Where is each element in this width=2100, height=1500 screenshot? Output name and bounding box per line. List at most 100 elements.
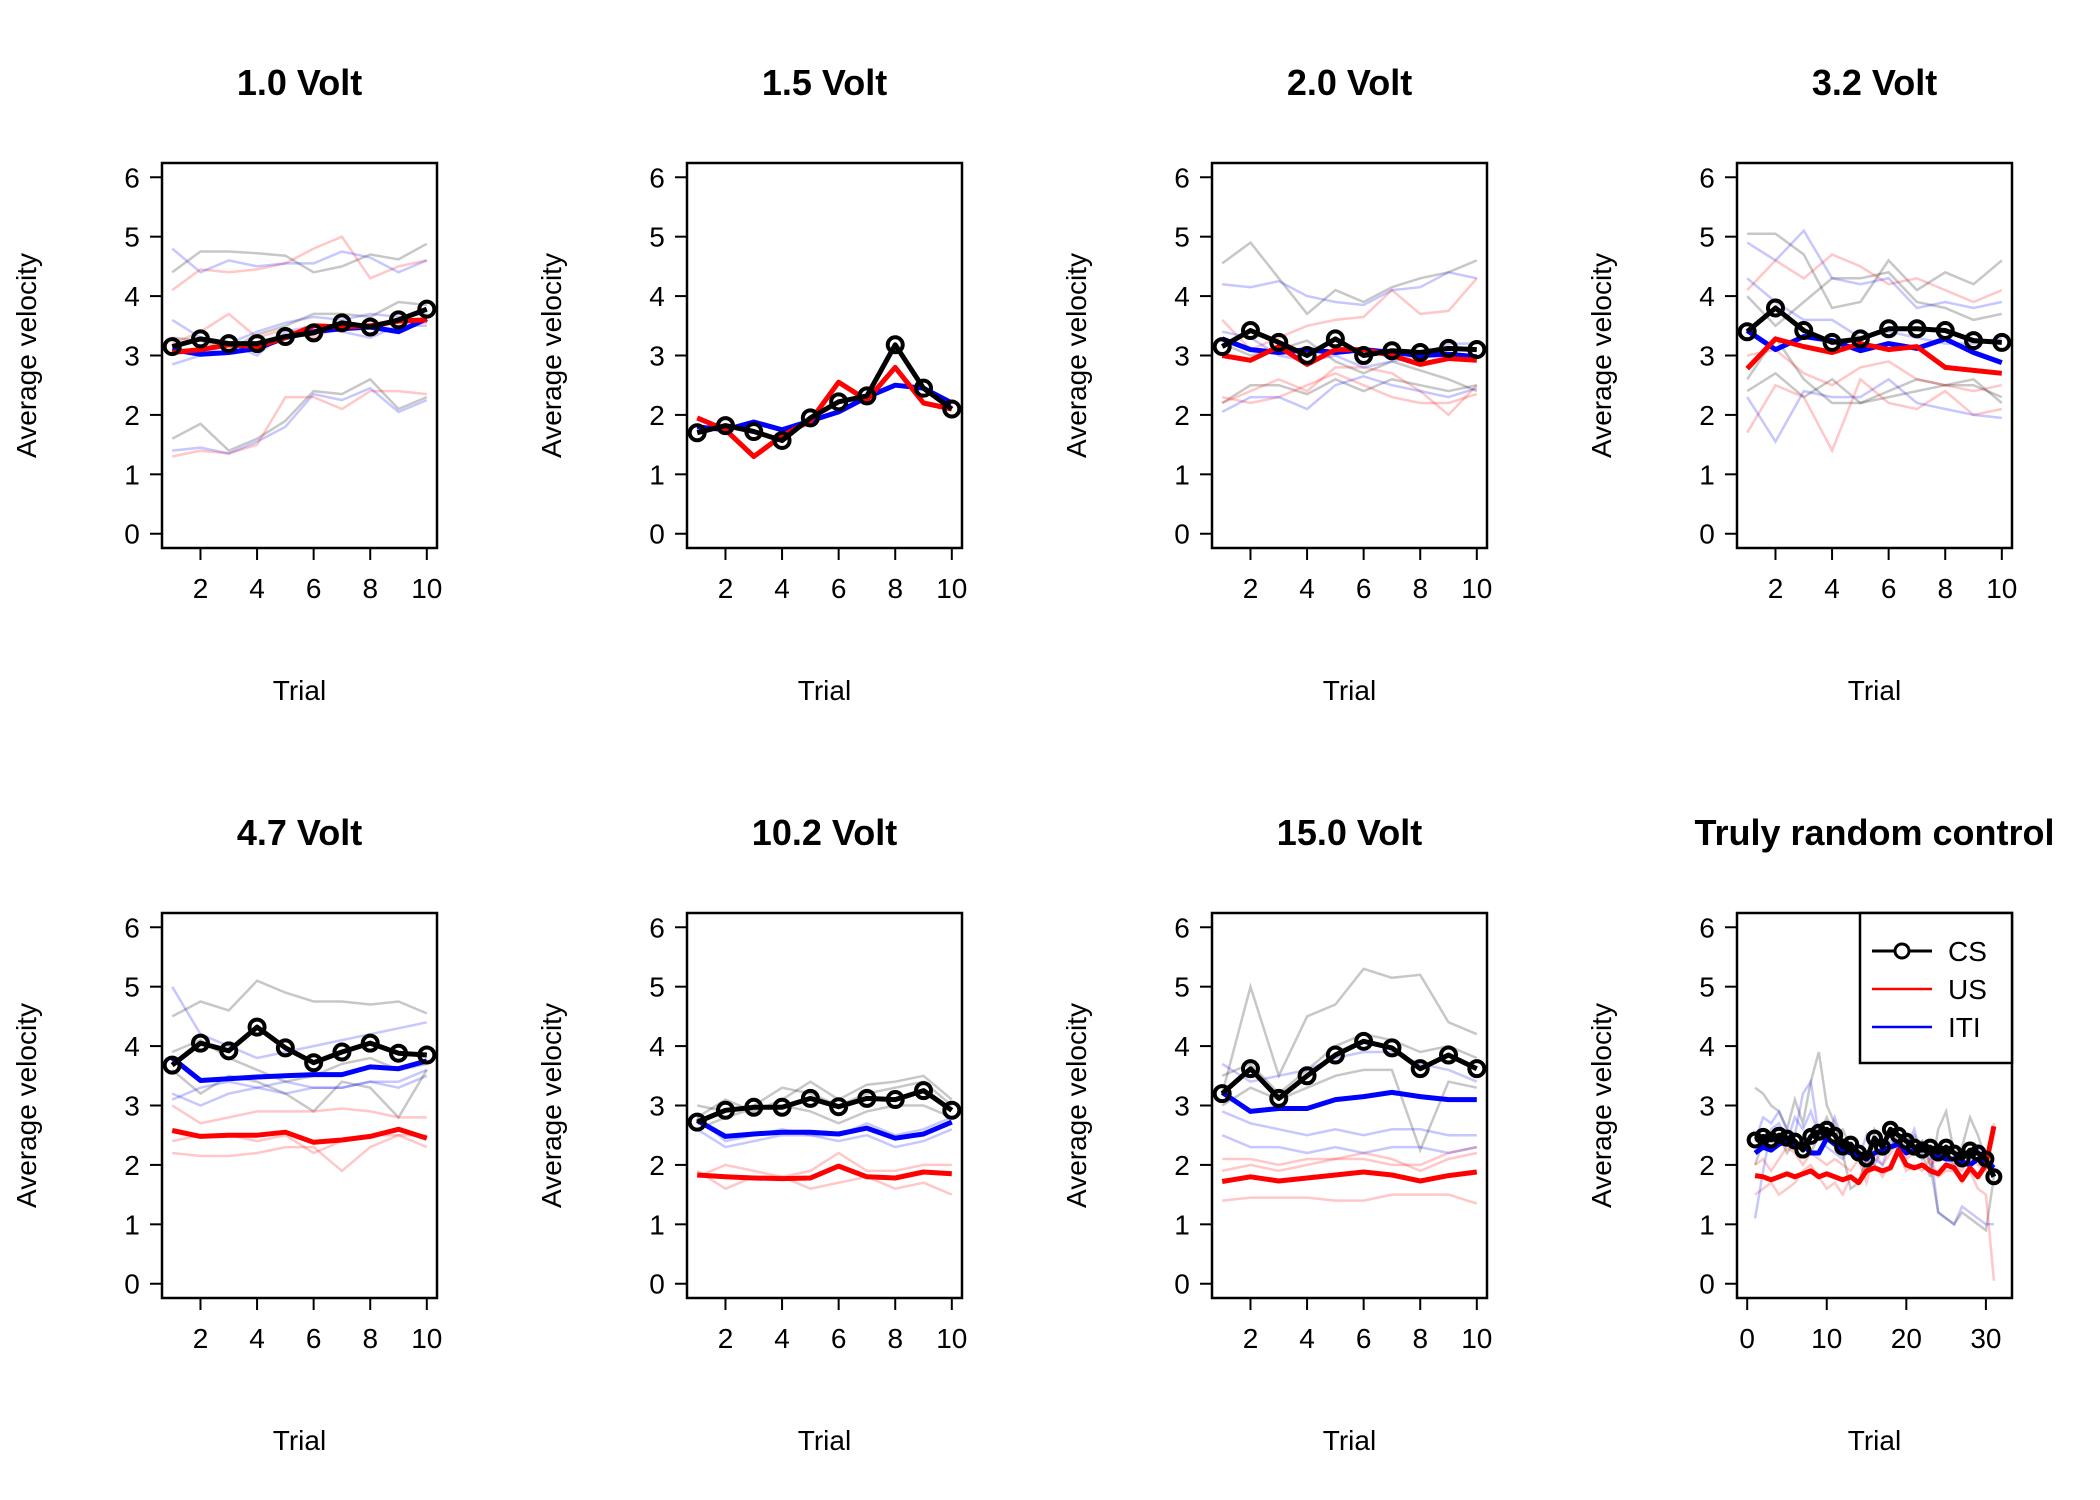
x-tick-label: 6 xyxy=(1881,573,1897,604)
x-tick-label: 2 xyxy=(1768,573,1784,604)
panel-8: Truly random control 0 1 2 3 4 5 6 0 10 20 30 Trial A… xyxy=(1586,812,2055,1456)
individual-trace-iti xyxy=(1222,270,1478,307)
panel-1: 1.0 Volt 0 1 2 3 4 5 6 2 4 6 8 10 Trial Average veloci… xyxy=(11,62,442,706)
series-line-cs xyxy=(696,342,954,443)
individual-trace-cs xyxy=(171,242,428,274)
cs-point xyxy=(1382,341,1402,361)
y-axis-label: Average velocity xyxy=(536,253,567,458)
plot-area xyxy=(1746,1051,2003,1281)
x-tick-label: 20 xyxy=(1891,1323,1922,1354)
cs-point xyxy=(1410,1059,1430,1079)
cs-point xyxy=(1410,343,1430,363)
legend-label-iti: ITI xyxy=(1948,1012,1981,1043)
cs-point xyxy=(417,299,437,319)
x-tick-label: 8 xyxy=(1937,573,1953,604)
cs-point xyxy=(772,430,792,450)
y-tick-label: 1 xyxy=(1174,459,1190,490)
cs-point xyxy=(885,335,905,355)
individual-trace-cs xyxy=(1747,232,2003,310)
cs-point xyxy=(800,1088,820,1108)
cs-point xyxy=(1992,332,2012,352)
y-tick-label: 1 xyxy=(124,1209,140,1240)
series-line-cs xyxy=(1220,328,1477,358)
individual-trace-us xyxy=(171,389,427,458)
x-tick-label: 8 xyxy=(887,1323,903,1354)
x-tick-label: 6 xyxy=(831,573,847,604)
cs-point xyxy=(275,1038,295,1058)
plot-area xyxy=(687,1074,962,1196)
individual-trace-cs xyxy=(1221,377,1478,405)
y-tick-label: 0 xyxy=(124,519,140,550)
x-tick-label: 2 xyxy=(193,1323,209,1354)
x-tick-label: 2 xyxy=(1243,1323,1259,1354)
cs-point xyxy=(885,1090,905,1110)
y-tick-label: 2 xyxy=(649,1150,665,1181)
y-tick-label: 4 xyxy=(1174,281,1190,312)
cs-point xyxy=(1297,1066,1317,1086)
y-axis-label: Average velocity xyxy=(1586,253,1617,458)
y-axis-label: Average velocity xyxy=(1061,1003,1092,1208)
cs-point xyxy=(1794,321,1814,341)
x-tick-label: 4 xyxy=(1824,573,1840,604)
x-tick-label: 4 xyxy=(774,1323,790,1354)
x-tick-label: 8 xyxy=(362,573,378,604)
individual-trace-us xyxy=(696,1169,953,1196)
series-line-cs xyxy=(1220,1038,1478,1101)
y-tick-label: 5 xyxy=(1174,222,1190,253)
individual-trace-cs xyxy=(1221,1032,1478,1096)
y-tick-label: 6 xyxy=(1174,162,1190,193)
y-tick-label: 4 xyxy=(124,1031,140,1062)
series-line-us xyxy=(1745,336,2003,376)
cs-point xyxy=(219,334,239,354)
x-tick-label: 2 xyxy=(193,573,209,604)
cs-point xyxy=(1770,1126,1788,1144)
x-tick-label: 6 xyxy=(1356,573,1372,604)
panel-title: 3.2 Volt xyxy=(1812,62,1937,103)
series-line-us xyxy=(697,1163,952,1182)
cs-point xyxy=(304,323,324,343)
individual-trace-us xyxy=(1221,371,1478,405)
cs-point xyxy=(1873,1138,1891,1156)
cs-point xyxy=(1826,1126,1844,1144)
cs-point xyxy=(1907,319,1927,339)
x-tick-label: 2 xyxy=(718,573,734,604)
y-tick-label: 0 xyxy=(649,1269,665,1300)
cs-point xyxy=(1354,1031,1374,1051)
legend-marker-cs xyxy=(1893,942,1911,960)
individual-trace-cs xyxy=(1746,335,2003,405)
y-axis-label: Average velocity xyxy=(1586,1003,1617,1208)
y-tick-label: 2 xyxy=(1699,1150,1715,1181)
plot-frame xyxy=(685,161,964,550)
cs-point xyxy=(1778,1129,1796,1147)
y-tick-label: 5 xyxy=(124,222,140,253)
individual-trace-cs xyxy=(1221,240,1478,316)
cs-point xyxy=(1297,346,1317,365)
cs-point xyxy=(715,416,735,436)
individual-trace-us xyxy=(1746,253,2003,304)
y-tick-label: 1 xyxy=(1699,459,1715,490)
individual-trace-cs xyxy=(696,1074,953,1119)
y-tick-label: 6 xyxy=(1174,912,1190,943)
cs-point xyxy=(162,1055,182,1075)
individual-trace-iti xyxy=(1746,228,2003,310)
cs-point xyxy=(1765,298,1785,318)
y-tick-label: 3 xyxy=(1174,1091,1190,1122)
individual-trace-iti xyxy=(1746,377,2002,445)
cs-point xyxy=(389,1043,409,1063)
y-tick-label: 4 xyxy=(649,1031,665,1062)
cs-point xyxy=(1325,329,1345,349)
cs-point xyxy=(1467,1059,1487,1079)
y-tick-label: 5 xyxy=(1699,972,1715,1003)
plot-area xyxy=(1212,967,1487,1205)
y-tick-label: 5 xyxy=(649,222,665,253)
x-tick-label: 8 xyxy=(887,573,903,604)
individual-trace-iti xyxy=(696,1128,953,1149)
series-line-us xyxy=(171,1126,428,1145)
y-tick-label: 4 xyxy=(124,281,140,312)
y-tick-label: 2 xyxy=(124,1150,140,1181)
plot-area xyxy=(687,335,962,459)
cs-point xyxy=(1794,1141,1812,1159)
cs-point xyxy=(417,1045,437,1065)
cs-point xyxy=(800,408,820,428)
